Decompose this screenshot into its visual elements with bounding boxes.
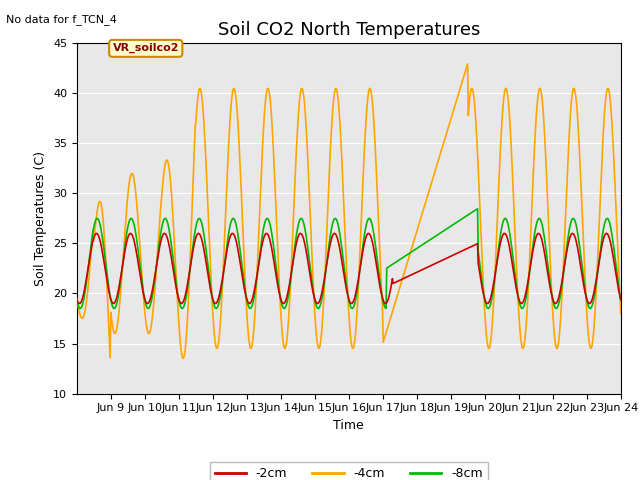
Text: VR_soilco2: VR_soilco2 xyxy=(113,43,179,53)
Text: No data for f_TCN_4: No data for f_TCN_4 xyxy=(6,14,117,25)
Y-axis label: Soil Temperatures (C): Soil Temperatures (C) xyxy=(35,151,47,286)
Legend: -2cm, -4cm, -8cm: -2cm, -4cm, -8cm xyxy=(210,462,488,480)
X-axis label: Time: Time xyxy=(333,419,364,432)
Title: Soil CO2 North Temperatures: Soil CO2 North Temperatures xyxy=(218,21,480,39)
